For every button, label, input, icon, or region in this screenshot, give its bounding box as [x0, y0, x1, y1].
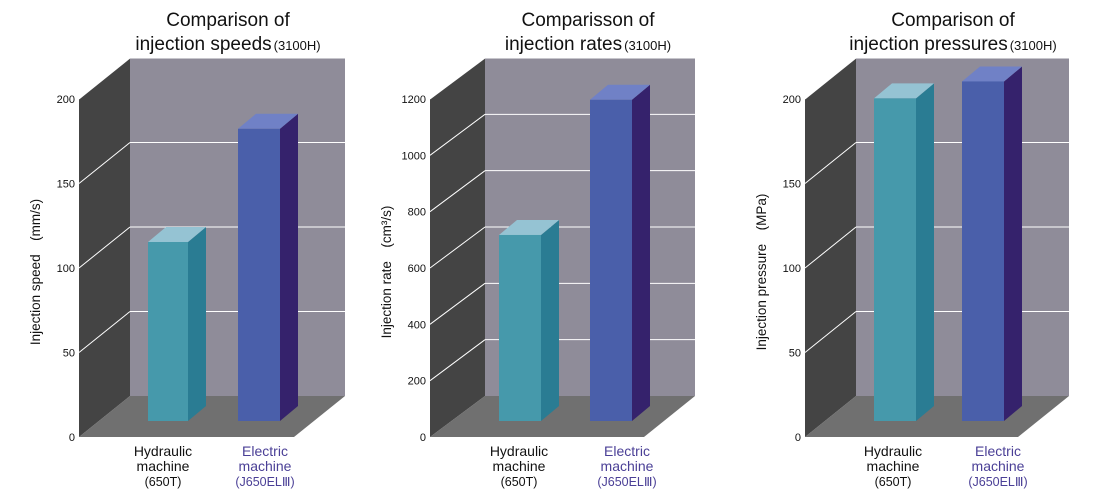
- chart-title-line2: injection pressures (3100H): [849, 34, 1056, 55]
- bar-side: [916, 83, 934, 421]
- chart-title-line2: injection speeds (3100H): [135, 34, 320, 55]
- bar-side: [188, 227, 206, 421]
- gridline-side: [429, 170, 486, 213]
- y-tick-label: 1000: [402, 150, 426, 162]
- y-tick-label: 600: [408, 263, 426, 275]
- category-label-line2: machine: [972, 458, 1025, 474]
- category-label-sub: (650T): [145, 475, 182, 489]
- bar-hydraulic: [148, 227, 206, 421]
- bar-side: [541, 219, 559, 421]
- gridline-side: [804, 311, 857, 353]
- gridline-side: [78, 57, 131, 100]
- category-label-line1: Electric: [242, 443, 288, 459]
- bar-hydraulic: [874, 83, 934, 421]
- bar-hydraulic: [499, 219, 559, 421]
- category-label-line1: Electric: [604, 443, 650, 459]
- bar-front: [962, 81, 1004, 421]
- y-tick-label: 0: [69, 432, 75, 444]
- bar-side: [1004, 66, 1022, 421]
- y-tick-label: 800: [408, 207, 426, 219]
- category-label-line1: Hydraulic: [134, 443, 192, 459]
- y-axis-label: Injection speed (mm/s): [28, 199, 43, 345]
- category-label-line1: Electric: [975, 443, 1021, 459]
- gridline-side: [804, 142, 857, 184]
- bar-electric: [590, 84, 650, 421]
- bar-top: [238, 113, 298, 129]
- gridline-side: [78, 226, 131, 269]
- y-tick-label: 200: [408, 376, 426, 388]
- category-label-line2: machine: [137, 458, 190, 474]
- y-tick-label: 200: [783, 94, 801, 106]
- gridline-side: [804, 226, 857, 269]
- category-label-sub: (J650ELⅢ): [597, 475, 656, 489]
- bar-top: [148, 227, 206, 242]
- category-label-line2: machine: [239, 458, 292, 474]
- gridline-side: [429, 113, 486, 156]
- y-tick-label: 150: [57, 179, 75, 191]
- bar-front: [874, 98, 916, 421]
- category-label-line1: Hydraulic: [490, 443, 548, 459]
- bar-front: [238, 128, 280, 421]
- gridline-side: [429, 226, 486, 269]
- y-tick-label: 100: [783, 263, 801, 275]
- gridline-side: [78, 311, 131, 353]
- bar-electric: [962, 66, 1022, 421]
- bar-top: [962, 66, 1022, 82]
- y-tick-label: 0: [795, 432, 801, 444]
- bar-top: [499, 219, 559, 235]
- chart-title-line1: Comparisson of: [521, 10, 655, 31]
- category-label-sub: (J650ELⅢ): [235, 475, 294, 489]
- gridline-side: [429, 339, 486, 382]
- bar-side: [632, 84, 650, 421]
- chart-title-line1: Comparison of: [891, 10, 1015, 31]
- y-axis-label: Injection pressure (MPa): [754, 194, 769, 351]
- category-label-line2: machine: [493, 458, 546, 474]
- bar-top: [874, 83, 934, 99]
- y-tick-label: 100: [57, 263, 75, 275]
- category-label-line1: Hydraulic: [864, 443, 922, 459]
- category-label-sub: (650T): [875, 475, 912, 489]
- chart-3: 0 50 100 150 200 Comparison of injection press…: [754, 10, 1069, 489]
- y-tick-label: 200: [57, 94, 75, 106]
- category-label-line2: machine: [601, 458, 654, 474]
- bar-front: [148, 242, 188, 421]
- y-tick-label: 50: [789, 348, 801, 360]
- y-tick-label: 50: [63, 348, 75, 360]
- category-label-line2: machine: [867, 458, 920, 474]
- chart-title-line1: Comparison of: [166, 10, 290, 31]
- y-tick-label: 1200: [402, 94, 426, 106]
- bar-front: [499, 234, 541, 421]
- gridline-side: [804, 57, 857, 100]
- gridline-side: [429, 282, 486, 325]
- y-tick-label: 150: [783, 179, 801, 191]
- category-label-sub: (J650ELⅢ): [968, 475, 1027, 489]
- gridline-side: [78, 142, 131, 184]
- bar-electric: [238, 113, 298, 422]
- y-tick-label: 0: [420, 432, 426, 444]
- gridline-side: [429, 57, 486, 100]
- y-tick-label: 400: [408, 319, 426, 331]
- category-label-sub: (650T): [501, 475, 538, 489]
- chart-2: 0 200 400 600 800 1000 1200 Comparisson of injec…: [379, 10, 695, 489]
- chart-1: 0 50 100 150 200 Comparison of injection speed…: [28, 10, 345, 489]
- chart-title-line2: injection rates (3100H): [505, 34, 671, 55]
- bar-front: [590, 99, 632, 421]
- bar-side: [280, 113, 298, 422]
- bar-top: [590, 84, 650, 100]
- y-axis-label: Injection rate (cm³/s): [379, 206, 394, 339]
